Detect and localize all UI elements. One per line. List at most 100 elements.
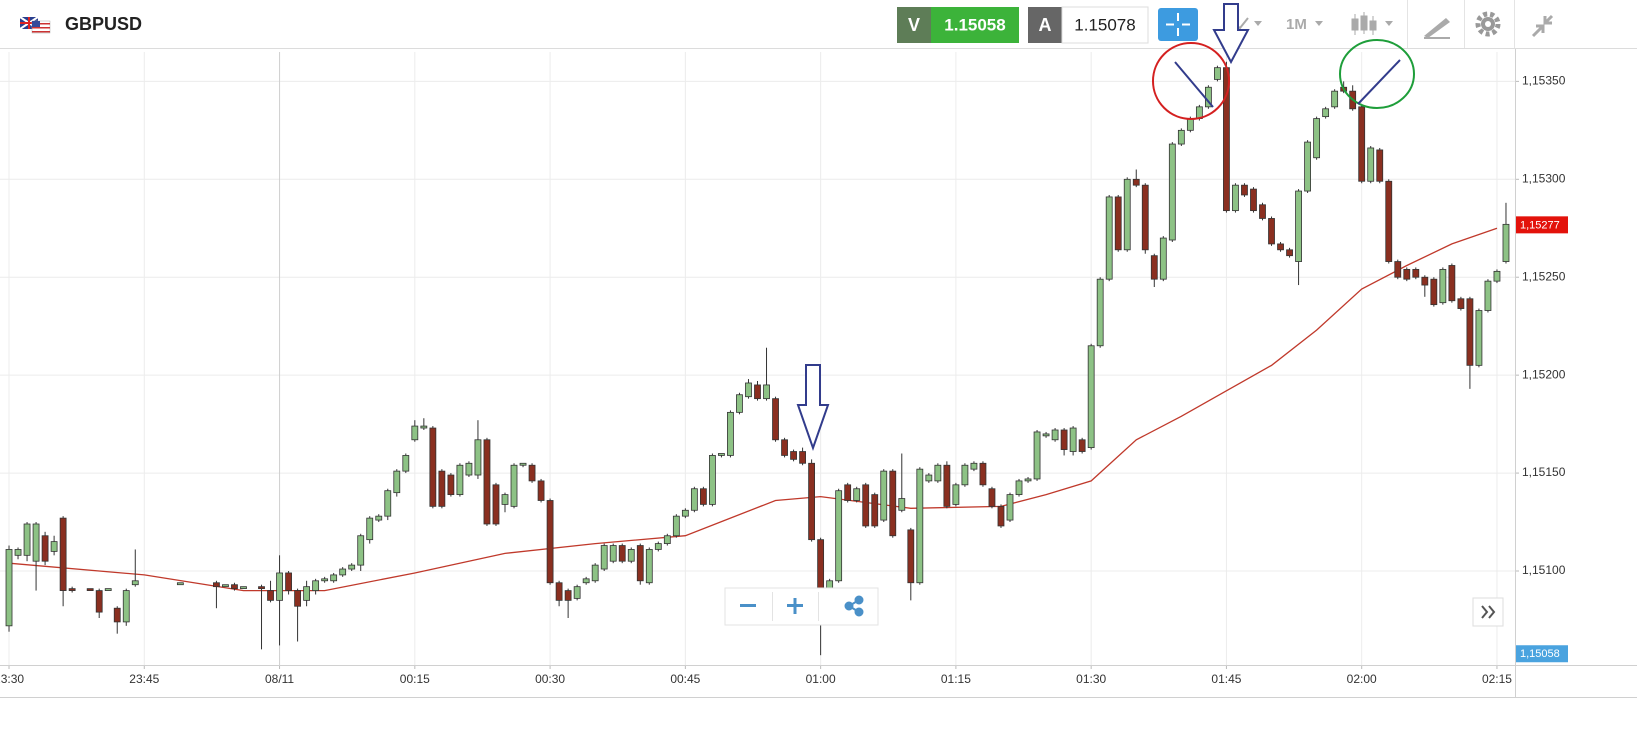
collapse-button[interactable]	[1531, 14, 1554, 38]
candle-body	[267, 590, 274, 601]
candle-body	[330, 574, 338, 582]
candle-body	[763, 384, 770, 400]
buy-price-box[interactable]	[1061, 6, 1149, 44]
candle-body	[276, 572, 283, 601]
candle-body	[1141, 184, 1149, 251]
candle-body	[1051, 429, 1059, 441]
candle-body	[456, 464, 464, 496]
crosshair-icon	[1166, 13, 1190, 36]
candle-body	[41, 535, 49, 562]
share-button[interactable]	[844, 595, 864, 617]
plot-layer	[5, 61, 1510, 656]
candle-body	[600, 545, 608, 570]
candle-body	[474, 439, 482, 476]
candle-body	[1150, 255, 1158, 280]
candle-body	[348, 564, 356, 570]
x-tick-label: 00:45	[670, 672, 700, 686]
timeframe-caret	[1315, 21, 1323, 26]
scroll-right-button[interactable]	[1472, 597, 1504, 627]
y-tick-label: 1,15250	[1522, 269, 1566, 283]
candle-body	[384, 490, 392, 517]
candle-body	[231, 584, 238, 590]
candle-body	[1331, 90, 1339, 108]
zoom-widget	[724, 587, 879, 626]
candle-body	[645, 549, 653, 584]
candle-body	[122, 590, 130, 623]
candle-body	[1286, 249, 1293, 257]
candle-body	[23, 523, 31, 556]
candle-body	[1358, 106, 1366, 182]
candle-body	[844, 484, 852, 501]
candle-body	[1457, 298, 1465, 309]
candle-body	[492, 484, 500, 525]
candle-body	[1376, 149, 1384, 182]
candle-body	[1015, 480, 1023, 496]
candle-body	[176, 582, 184, 586]
buy-label: A	[1039, 15, 1052, 35]
buy-label-box[interactable]	[1028, 7, 1062, 43]
symbol: GBPUSD	[65, 14, 142, 34]
candle-body	[375, 515, 383, 521]
toolbar: GBPUSD V 1.15058 A 1.15078 1M	[0, 0, 1637, 49]
candle-body	[1096, 278, 1104, 347]
trend-line	[1174, 61, 1214, 108]
candle-body	[1241, 184, 1248, 196]
candle-body	[781, 439, 788, 456]
candle-body	[357, 535, 365, 566]
annotations	[796, 3, 1415, 452]
draw-button[interactable]	[1424, 18, 1450, 39]
candle-body	[1304, 141, 1311, 192]
candle-body	[429, 427, 437, 507]
zoom-in[interactable]	[787, 598, 803, 614]
candle-body	[339, 568, 347, 576]
candle-body	[483, 439, 491, 525]
x-tick-label: 00:15	[400, 672, 430, 686]
candle-body	[1448, 265, 1456, 302]
axes-layer: 1,15100 1,15150 1,15200 1,15250 1,15300 1,153…	[0, 48, 1637, 698]
candle-body	[772, 398, 779, 441]
candle-body	[925, 474, 933, 482]
candle-body	[1277, 243, 1284, 251]
candle-body	[1484, 280, 1492, 311]
candle-body	[1367, 147, 1375, 182]
candle-body	[745, 382, 752, 398]
zoom-out[interactable]	[740, 604, 756, 607]
chart-type-button[interactable]	[1351, 12, 1393, 35]
candle-body	[835, 490, 843, 582]
candle-body	[1322, 108, 1330, 118]
settings-button[interactable]	[1475, 11, 1501, 37]
candle-body	[50, 541, 58, 552]
candle-body	[447, 474, 455, 496]
candle-body	[871, 494, 879, 527]
candle-body	[59, 517, 67, 591]
candle-body	[1060, 429, 1068, 450]
grid-layer	[0, 52, 1515, 665]
candle-body	[618, 545, 626, 562]
toolbar-bg	[0, 0, 1637, 48]
candle-body	[1069, 427, 1077, 452]
x-tick-label: 08/11	[265, 672, 294, 686]
candle-body	[1295, 190, 1302, 262]
candle-body	[1042, 433, 1050, 437]
candle-body	[68, 588, 76, 591]
candle-body	[104, 588, 112, 591]
candle-body	[1259, 204, 1266, 219]
candle-body	[5, 549, 13, 627]
candle-body	[916, 468, 924, 584]
x-tick-label: 02:15	[1482, 672, 1512, 686]
candle-body	[438, 470, 446, 507]
candle-body	[1006, 494, 1014, 521]
candle-body	[1033, 431, 1041, 480]
crosshair-button[interactable]	[1158, 8, 1198, 41]
candle-body	[952, 484, 960, 505]
candle-body	[564, 590, 572, 601]
candle-body	[1466, 298, 1474, 366]
y-tick-label: 1,15350	[1522, 74, 1566, 88]
candle-body	[537, 480, 545, 501]
sell-price-box[interactable]	[931, 7, 1019, 43]
sell-label-box[interactable]	[897, 7, 931, 43]
candle-body	[1214, 67, 1221, 80]
timeframe[interactable]: 1M	[1286, 16, 1307, 33]
candle-body	[1385, 180, 1393, 262]
